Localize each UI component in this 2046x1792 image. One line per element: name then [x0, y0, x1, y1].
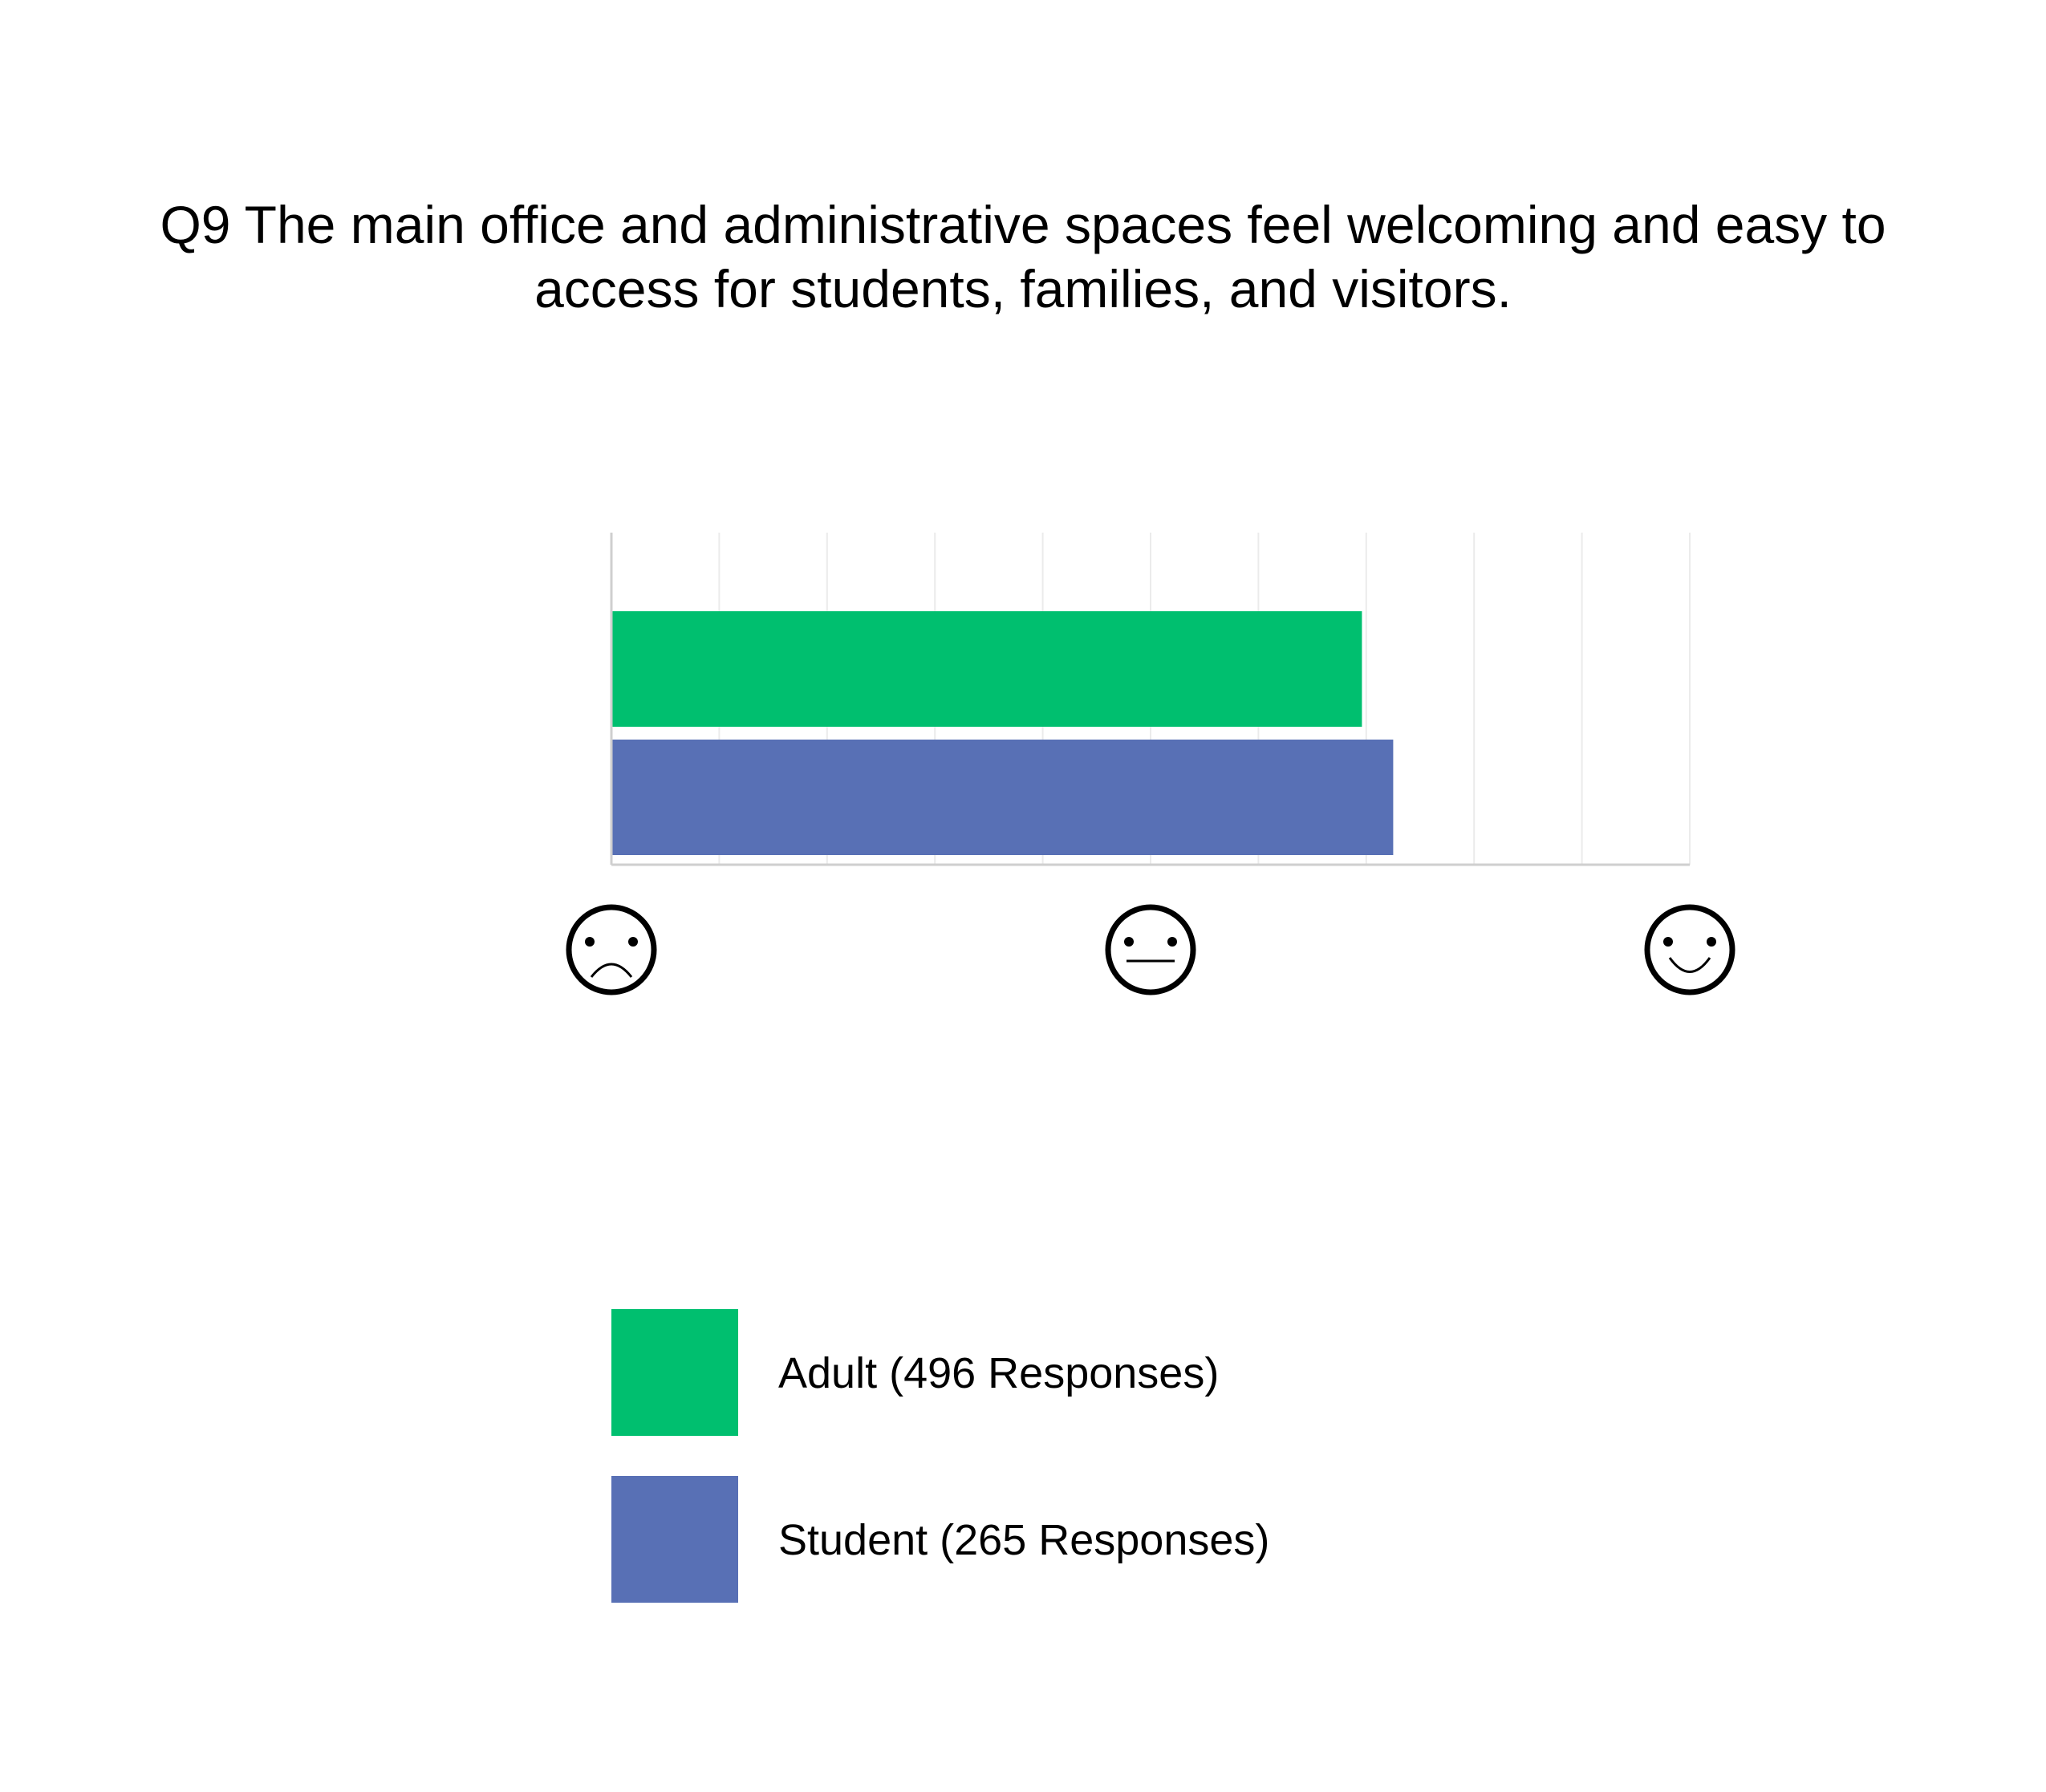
bar-chart — [566, 533, 1735, 995]
chart-title-line-1: Q9 The main office and administrative sp… — [160, 195, 1886, 254]
bar-adult — [611, 611, 1362, 727]
legend-swatch-adult — [611, 1309, 738, 1436]
legend-label-student: Student (265 Responses) — [778, 1516, 1270, 1564]
chart-title-line-2: access for students, families, and visit… — [534, 259, 1512, 318]
frowning-face-icon — [566, 904, 657, 995]
bars — [611, 611, 1394, 855]
axis-icons — [566, 904, 1735, 995]
axes — [610, 533, 1690, 866]
legend-swatch-student — [611, 1476, 738, 1603]
bar-student — [611, 740, 1394, 855]
smiling-face-icon — [1644, 904, 1735, 995]
legend-label-adult: Adult (496 Responses) — [778, 1349, 1220, 1397]
neutral-face-icon — [1105, 904, 1196, 995]
chart-title: Q9 The main office and administrative sp… — [0, 193, 2046, 321]
